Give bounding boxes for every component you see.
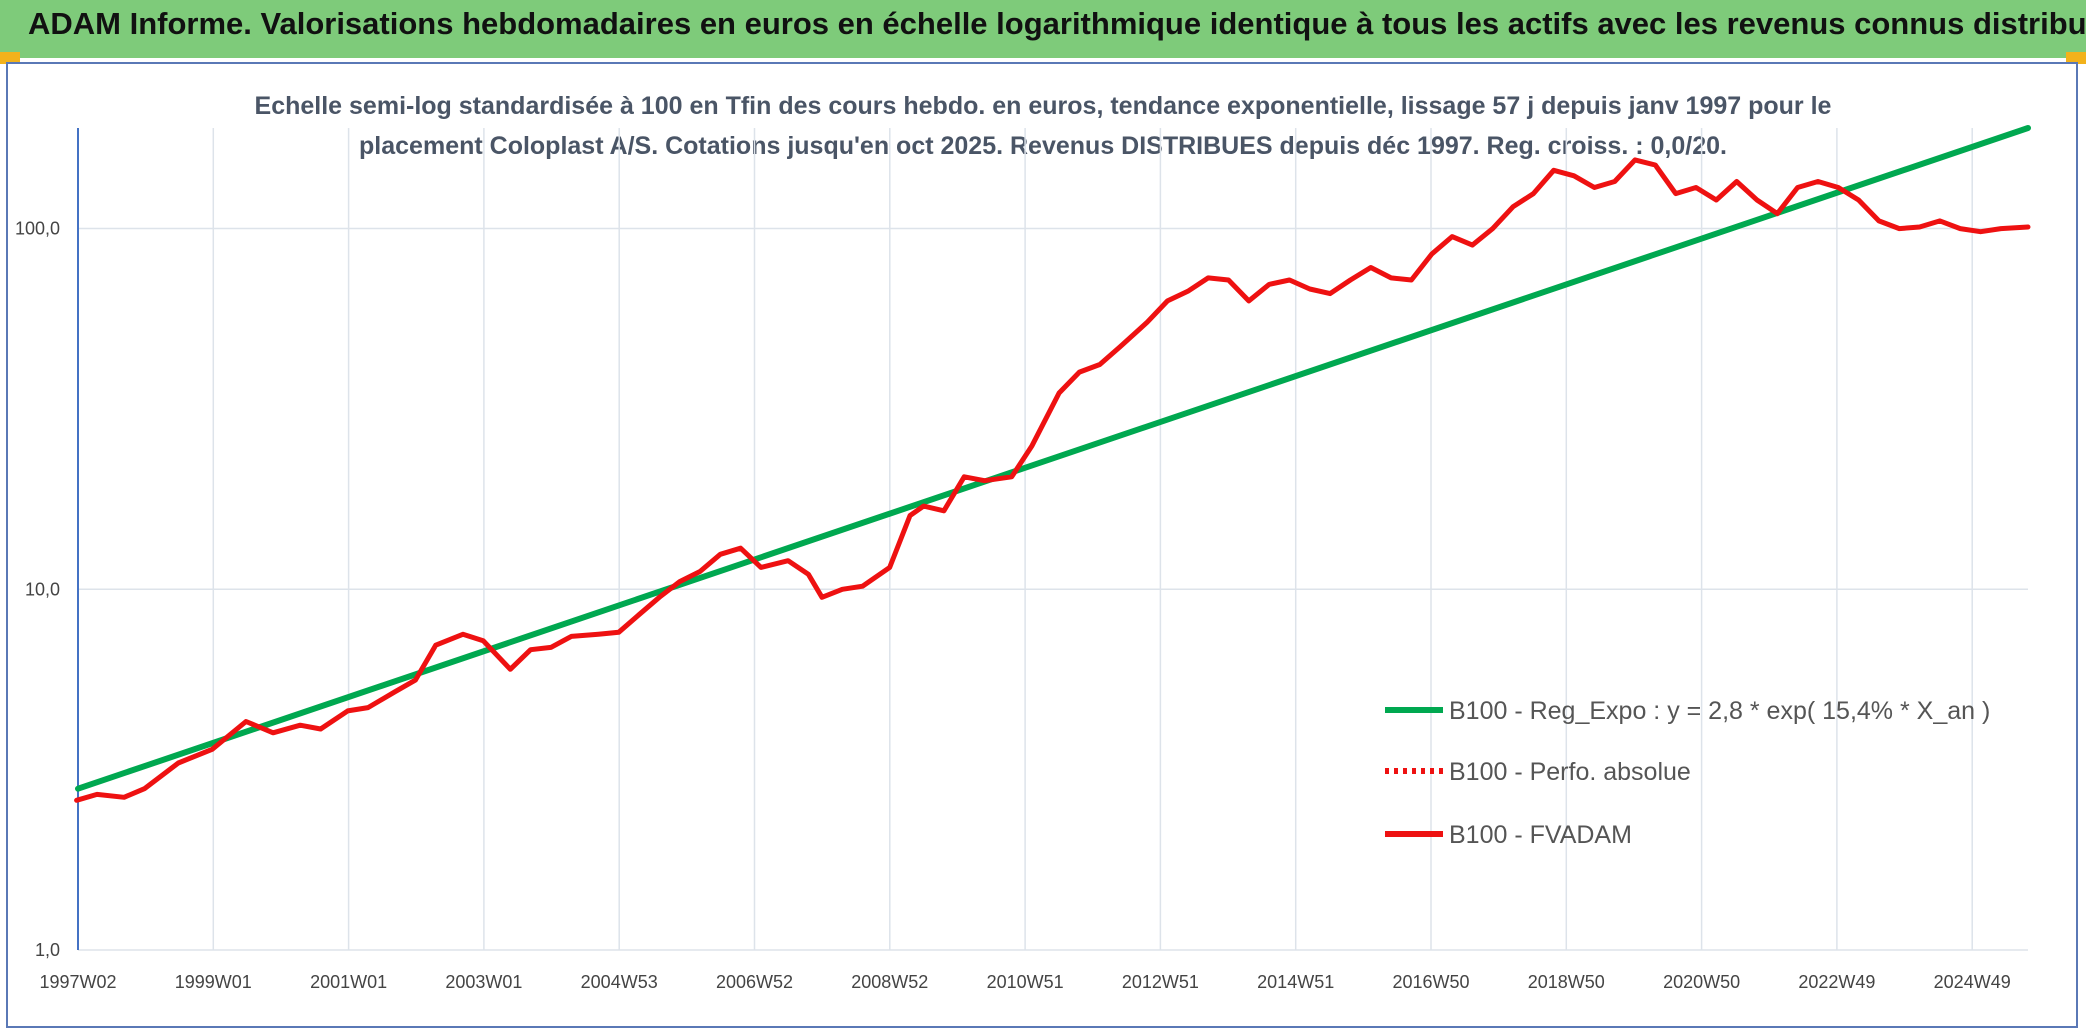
y-tick-label: 100,0 — [15, 219, 60, 239]
x-tick-label: 2006W52 — [716, 972, 793, 992]
legend-label: B100 - FVADAM — [1449, 821, 1632, 849]
legend-label: B100 - Reg_Expo : y = 2,8 * exp( 15,4% *… — [1449, 697, 1990, 725]
series-line-fvadam — [74, 157, 2031, 803]
x-tick-label: 2018W50 — [1528, 972, 1605, 992]
corner-mark-right — [2066, 52, 2086, 64]
x-tick-label: 2003W01 — [445, 972, 522, 992]
x-tick-label: 1997W02 — [39, 972, 116, 992]
x-tick-label: 1999W01 — [175, 972, 252, 992]
corner-mark-left — [0, 52, 20, 64]
report-header: ADAM Informe. Valorisations hebdomadaire… — [0, 0, 2086, 58]
x-tick-label: 2022W49 — [1798, 972, 1875, 992]
chart-frame — [6, 62, 2078, 1028]
x-tick-label: 2001W01 — [310, 972, 387, 992]
chart-title-line-1: Echelle semi-log standardisée à 100 en T… — [254, 92, 1832, 120]
x-tick-label: 2014W51 — [1257, 972, 1334, 992]
legend-label: B100 - Perfo. absolue — [1449, 758, 1691, 786]
series-line-trend — [75, 125, 2031, 792]
x-tick-label: 2010W51 — [987, 972, 1064, 992]
chart-title-line-2: placement Coloplast A/S. Cotations jusqu… — [359, 132, 1727, 160]
y-tick-label: 1,0 — [35, 940, 60, 960]
y-tick-label: 10,0 — [25, 579, 60, 599]
x-tick-label: 2016W50 — [1392, 972, 1469, 992]
x-tick-label: 2020W50 — [1663, 972, 1740, 992]
x-tick-label: 2024W49 — [1934, 972, 2011, 992]
report-title: ADAM Informe. Valorisations hebdomadaire… — [28, 6, 2086, 41]
x-tick-label: 2004W53 — [581, 972, 658, 992]
x-tick-label: 2012W51 — [1122, 972, 1199, 992]
x-tick-label: 2008W52 — [851, 972, 928, 992]
